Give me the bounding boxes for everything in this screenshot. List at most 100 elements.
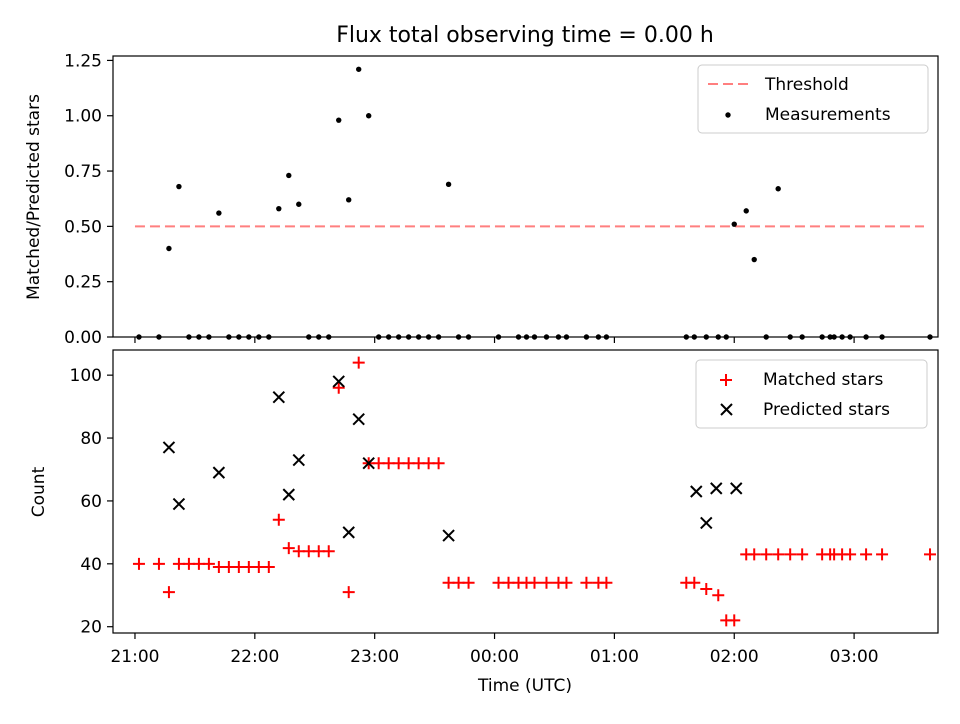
predicted-star-point (690, 485, 703, 498)
measurement-point (863, 334, 869, 340)
matched-star-point (700, 582, 713, 595)
predicted-star-point (272, 390, 286, 404)
measurement-point (266, 334, 272, 340)
measurement-point (775, 186, 781, 192)
x-tick-label: 22:00 (230, 647, 279, 667)
matched-star-point (860, 548, 873, 561)
measurement-point (226, 334, 232, 340)
measurement-point (176, 183, 182, 190)
matched-star-point (132, 557, 145, 570)
measurement-point (543, 334, 550, 340)
measurement-point (196, 334, 202, 340)
matched-star-point (282, 542, 295, 555)
measurement-point (286, 172, 292, 179)
predicted-star-point (362, 456, 375, 470)
measurement-point (715, 334, 721, 340)
bottom-y-tick-label: 60 (80, 492, 102, 512)
measurement-point (723, 334, 729, 340)
predicted-star-point (710, 482, 723, 495)
measurement-point (763, 334, 769, 340)
matched-star-point (352, 356, 365, 369)
top-panel: 0.00 0.25 0.50 0.75 1.00 1.25 Matched/Predict… (24, 51, 939, 348)
matched-star-point (844, 548, 857, 561)
matched-star-point (152, 557, 165, 570)
measurement-points (136, 66, 933, 340)
predicted-star-point (730, 482, 743, 495)
top-legend: Threshold Measurements (697, 64, 929, 134)
top-y-axis-label: Matched/Predicted stars (24, 94, 44, 300)
bottom-x-axis: 21:00 22:00 23:00 00:00 01:00 02:00 03:00 (110, 633, 879, 667)
measurement-point (206, 334, 212, 340)
predicted-star-point (162, 441, 176, 454)
matched-star-point (262, 560, 275, 573)
bottom-y-tick-label: 80 (80, 429, 102, 449)
top-legend-box (697, 64, 929, 134)
measurement-point (365, 113, 372, 119)
measurement-point (879, 334, 885, 340)
matched-star-point (560, 576, 573, 589)
top-y-axis: 0.00 0.25 0.50 0.75 1.00 1.25 (64, 51, 113, 348)
measurement-point (316, 334, 322, 340)
measurement-point (465, 334, 472, 340)
measurement-point (731, 221, 737, 227)
measurement-point (136, 334, 142, 340)
predicted-star-point (282, 488, 295, 501)
bottom-legend-box (695, 359, 928, 429)
predicted-star-point (700, 516, 713, 530)
matched-star-point (202, 557, 215, 570)
predicted-legend-label: Predicted stars (763, 400, 890, 420)
measurement-point (156, 334, 162, 340)
predicted-star-point (442, 529, 455, 542)
bottom-panel: 20 40 60 80 100 21:00 22:00 23:00 00:00 01:00 02:… (29, 349, 939, 696)
predicted-star-point (172, 497, 186, 511)
measurement-point (703, 334, 709, 340)
matched-star-point (772, 548, 785, 561)
top-y-tick-label: 1.00 (64, 107, 102, 127)
measurement-point (595, 334, 602, 340)
measurement-point (827, 334, 833, 340)
measurement-point (246, 334, 252, 340)
threshold-legend-label: Threshold (764, 75, 849, 95)
predicted-legend-swatch (720, 403, 733, 416)
bottom-y-tick-label: 100 (70, 366, 102, 386)
predicted-star-point (342, 526, 355, 539)
measurement-point (691, 334, 697, 340)
matched-star-point (462, 576, 475, 589)
x-tick-label: 21:00 (110, 647, 159, 667)
measurement-point (515, 334, 522, 340)
measurement-point (296, 201, 302, 207)
top-y-tick-label: 0.50 (64, 217, 102, 237)
measurements-legend-swatch (725, 112, 731, 118)
predicted-stars-points (162, 375, 743, 542)
measurement-point (256, 334, 262, 340)
matched-star-point (784, 548, 797, 561)
x-tick-label: 03:00 (830, 647, 879, 667)
matched-star-point (688, 576, 701, 589)
x-tick-label: 01:00 (590, 647, 639, 667)
measurement-point (799, 334, 805, 340)
matched-star-point (600, 576, 613, 589)
bottom-y-tick-label: 40 (80, 555, 102, 575)
measurement-point (603, 334, 610, 340)
bottom-y-axis: 20 40 60 80 100 (70, 366, 113, 638)
measurement-point (819, 334, 825, 340)
matched-star-point (540, 576, 553, 589)
matched-star-point (796, 548, 809, 561)
measurement-point (216, 210, 222, 216)
matched-star-point (272, 513, 285, 526)
matched-star-point (712, 589, 725, 602)
top-x-axis (134, 337, 855, 343)
measurement-point (346, 197, 352, 203)
measurement-point (186, 334, 192, 340)
matched-star-point (580, 576, 593, 589)
matched-legend-swatch (720, 374, 732, 386)
measurement-point (927, 334, 933, 340)
measurement-point (385, 334, 392, 340)
matched-star-point (322, 545, 335, 558)
measurement-point (743, 208, 749, 214)
measurement-point (306, 334, 312, 340)
matched-star-point (728, 614, 741, 627)
measurement-point (531, 334, 538, 340)
bottom-legend: Matched stars Predicted stars (695, 359, 928, 429)
measurement-point (555, 334, 562, 340)
